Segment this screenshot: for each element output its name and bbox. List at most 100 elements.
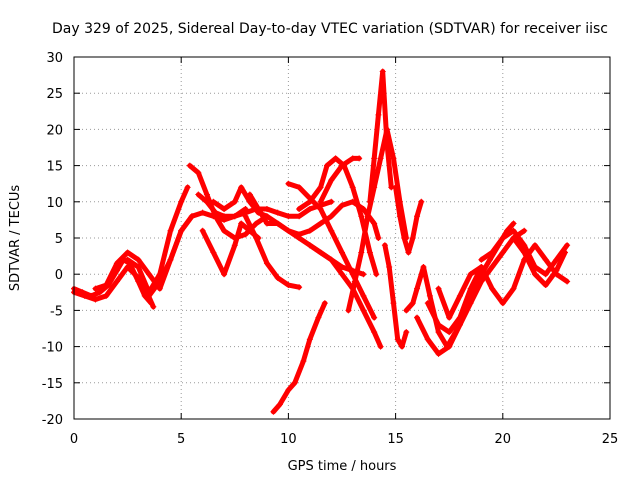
x-tick-label: 15 [387,432,404,447]
data-point [124,256,131,263]
data-point [390,155,397,162]
data-point [384,140,391,147]
data-point [489,285,496,292]
data-point [300,358,307,365]
data-point [489,249,496,256]
data-point [446,343,453,350]
data-point [317,220,324,227]
data-point [238,220,245,227]
x-axis-label: GPS time / hours [288,459,397,474]
data-point [124,249,131,256]
data-point [339,202,345,209]
series-track-25 [478,227,571,278]
data-point [521,242,528,249]
series-line [425,264,484,335]
data-point [296,231,303,238]
data-point [371,329,378,336]
data-point [103,282,110,289]
data-point [146,292,153,299]
data-point [253,220,260,227]
data-point [296,284,303,291]
data-point [296,184,303,191]
data-point [403,307,410,314]
x-tick-label: 0 [70,432,78,447]
data-point [467,285,474,292]
data-point [564,278,571,285]
data-point [542,256,549,263]
data-point [231,198,238,205]
data-point [531,242,538,249]
data-point [414,314,421,321]
data-point [531,271,538,278]
data-point [553,267,560,274]
data-point [510,227,517,234]
data-point [184,184,191,191]
data-point [263,220,270,227]
series-line [511,235,568,288]
data-point [276,401,283,408]
data-point [285,180,292,187]
data-point [456,292,463,299]
data-point [221,213,228,220]
data-point [339,249,345,256]
data-point [263,260,270,267]
data-point [446,329,453,336]
data-point [96,289,103,296]
data-series [71,68,571,415]
data-point [364,213,371,220]
series-track-15 [306,242,384,350]
data-point [339,263,345,270]
data-point [435,321,442,328]
data-point [510,235,517,241]
data-point [373,271,380,278]
data-point [210,249,217,256]
data-point [414,285,421,292]
grid [74,57,610,419]
data-point [274,209,281,216]
data-point [489,263,496,270]
data-point [499,235,506,241]
data-point [212,209,219,216]
data-point [178,198,185,205]
data-point [521,227,528,234]
series-track-10 [246,191,382,241]
series-line [367,69,394,205]
data-point [328,256,335,263]
data-point [521,249,528,256]
series-track-26 [510,235,568,289]
data-point [339,271,345,278]
series-track-11 [242,213,303,291]
series-line [195,192,334,219]
data-point [135,256,142,263]
data-point [321,300,328,307]
data-point [156,285,163,292]
data-point [306,242,313,249]
data-point [156,278,163,285]
series-line [270,300,328,415]
data-point [199,209,206,216]
data-point [375,111,382,118]
chart-title: Day 329 of 2025, Sidereal Day-to-day VTE… [52,21,608,37]
data-point [405,249,412,256]
data-point [356,155,363,162]
series-line [296,155,379,277]
data-point [366,249,373,256]
data-point [371,155,378,162]
data-point [210,198,217,205]
data-point [478,256,485,263]
data-point [231,213,238,220]
data-point [403,329,410,336]
data-point [456,314,463,321]
data-point [199,227,206,234]
y-tick-label: 15 [46,160,63,175]
data-point [564,242,571,249]
data-point [103,292,110,299]
data-point [375,235,382,241]
y-tick-label: 20 [46,123,63,138]
data-point [467,300,474,307]
data-point [553,256,560,263]
data-point [435,350,442,357]
data-point [467,271,474,278]
y-tick-label: -20 [42,413,63,428]
